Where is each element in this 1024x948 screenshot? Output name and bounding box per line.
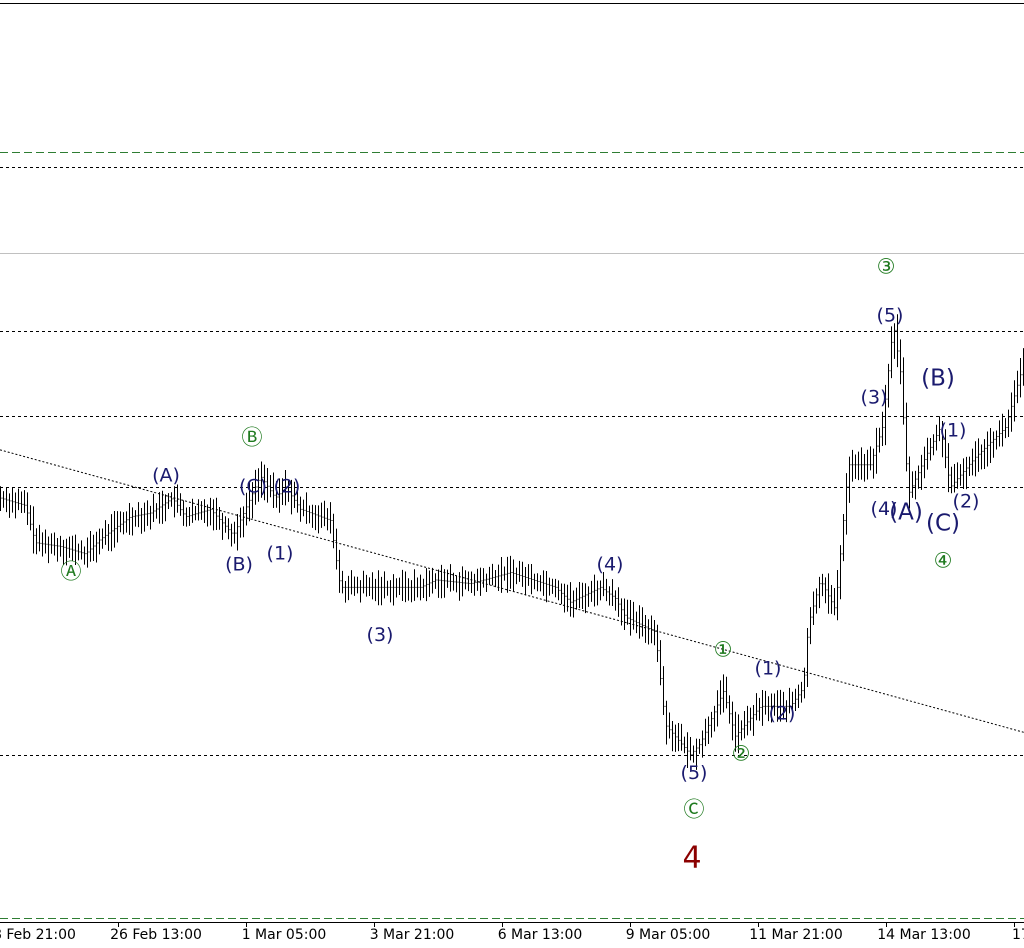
wave-label-4: (2) xyxy=(274,476,301,498)
time-axis: 18 Feb 21:00 26 Feb 13:00 1 Mar 05:00 3 Mar… xyxy=(0,922,1024,943)
wave-label-3: (C) xyxy=(239,476,267,498)
wave-label-17: (5) xyxy=(877,305,904,327)
wave-label-1: (A) xyxy=(152,464,180,486)
wave-label-23: (2) xyxy=(953,490,980,512)
time-tick-label: 3 Mar 21:00 xyxy=(370,927,455,943)
wave-label-2: Ⓑ xyxy=(242,426,263,450)
time-tick-label: 26 Feb 13:00 xyxy=(110,927,202,943)
wave-label-9: (5) xyxy=(681,762,708,784)
trendline xyxy=(0,449,1024,733)
wave-label-20: (A) xyxy=(889,500,923,526)
time-tick-label: 17 xyxy=(1012,927,1024,943)
wave-label-10: Ⓒ xyxy=(684,797,705,821)
wave-label-15: ② xyxy=(732,742,751,766)
wave-label-24: (C) xyxy=(926,511,960,537)
wave-label-14: (2) xyxy=(769,702,796,724)
wave-label-21: (B) xyxy=(921,366,955,392)
wave-label-8: (4) xyxy=(597,554,624,576)
wave-label-18: (3) xyxy=(861,386,888,408)
horizontal-levels xyxy=(0,152,1024,919)
wave-labels: Ⓐ(A)Ⓑ(C) (2)(1)(B)(3)(4)(5)Ⓒ4①(1)(2)②③(5)… xyxy=(61,255,980,876)
wave-label-0: Ⓐ xyxy=(61,560,82,584)
time-tick-label: 18 Feb 21:00 xyxy=(0,927,76,943)
wave-label-11: 4 xyxy=(682,840,701,875)
time-tick-label: 6 Mar 13:00 xyxy=(498,927,583,943)
wave-label-6: (B) xyxy=(225,554,253,576)
wave-label-25: ④ xyxy=(934,548,953,572)
wave-label-13: (1) xyxy=(755,658,782,680)
time-tick-label: 1 Mar 05:00 xyxy=(242,927,327,943)
wave-label-12: ① xyxy=(714,638,733,662)
trendline-group xyxy=(0,449,1024,733)
time-tick-label: 14 Mar 13:00 xyxy=(877,927,970,943)
price-series xyxy=(0,314,1024,770)
wave-label-16: ③ xyxy=(877,255,896,279)
wave-label-7: (3) xyxy=(367,624,394,646)
time-tick-label: 11 Mar 21:00 xyxy=(749,927,842,943)
wave-label-19: (4) xyxy=(871,498,898,520)
wave-label-5: (1) xyxy=(267,542,294,564)
time-tick-label: 9 Mar 05:00 xyxy=(626,927,711,943)
wave-label-22: (1) xyxy=(940,420,967,442)
